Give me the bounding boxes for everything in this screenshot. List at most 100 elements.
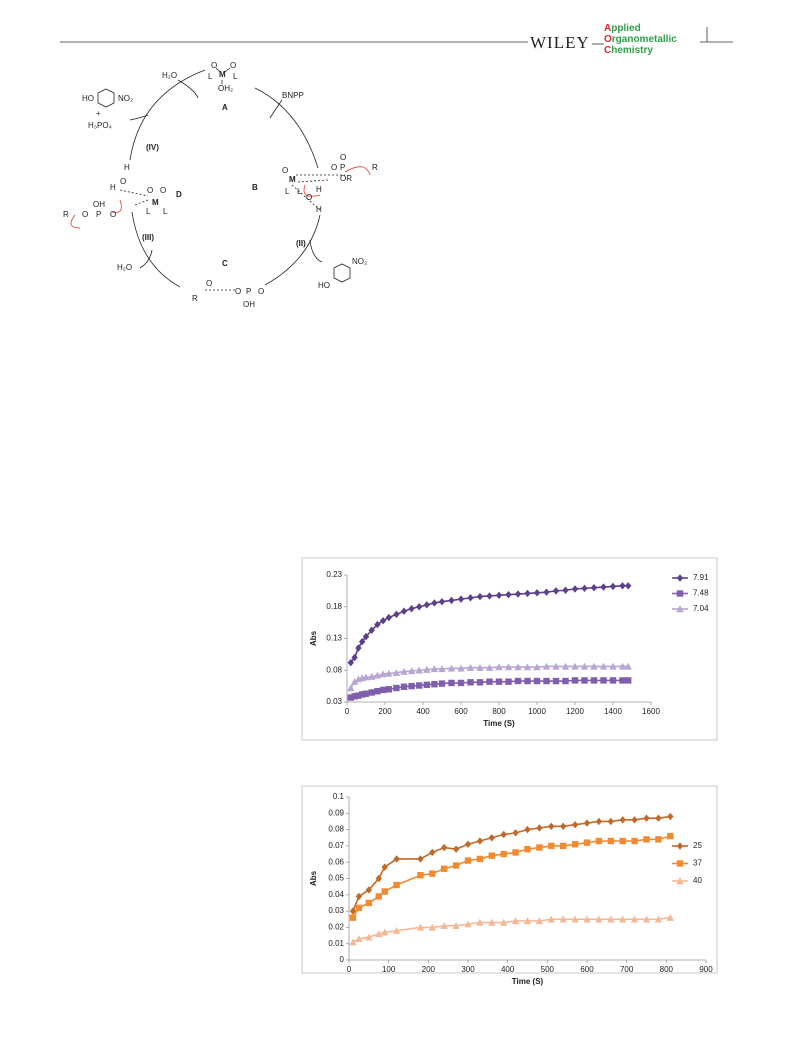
scheme-labels: H₂O BNPP A HO NO₂ + H₃PO₄ (IV) B (II) C … — [63, 61, 378, 309]
marker — [505, 678, 512, 685]
scheme-label: H₃PO₄ — [88, 121, 112, 130]
marker — [630, 915, 639, 923]
marker — [467, 594, 474, 602]
publisher: WILEY — [530, 33, 590, 52]
marker — [666, 913, 674, 921]
benzene-ring — [97, 88, 115, 108]
marker — [416, 682, 423, 689]
marker — [581, 584, 588, 593]
marker — [408, 604, 415, 613]
y-tick-label: 0.05 — [328, 874, 344, 883]
marker — [381, 863, 388, 871]
scheme-label: (II) — [296, 239, 306, 248]
marker — [618, 662, 627, 670]
marker — [676, 842, 684, 850]
scheme-label: NO₂ — [118, 94, 133, 103]
marker — [417, 872, 424, 879]
marker — [375, 930, 383, 938]
marker — [368, 672, 376, 680]
marker — [571, 585, 579, 593]
marker — [533, 663, 541, 671]
marker — [362, 690, 370, 697]
marker — [347, 658, 354, 667]
side-arrow — [269, 99, 283, 119]
marker — [571, 915, 579, 923]
marker — [505, 590, 512, 599]
y-tick-label: 0.03 — [328, 906, 344, 915]
marker — [392, 669, 401, 676]
marker — [488, 918, 496, 926]
marker — [430, 665, 439, 673]
atom: L — [297, 187, 302, 196]
marker — [667, 812, 674, 821]
marker — [631, 816, 638, 824]
marker — [599, 662, 608, 670]
electron-arrow — [303, 184, 321, 197]
marker — [595, 817, 603, 826]
marker — [485, 664, 494, 671]
side-arrow — [177, 79, 199, 99]
x-tick-label: 900 — [699, 965, 713, 974]
marker — [355, 644, 362, 652]
atom: P — [246, 287, 251, 296]
bond — [291, 174, 345, 211]
atom: M — [289, 175, 296, 184]
scheme-label: NO₂ — [352, 257, 367, 266]
marker — [350, 677, 359, 685]
marker — [488, 834, 495, 842]
marker — [560, 842, 567, 850]
marker — [452, 862, 460, 869]
marker — [381, 888, 388, 895]
atom: O — [206, 279, 212, 288]
atom: O — [235, 287, 241, 296]
marker — [428, 923, 436, 931]
marker — [631, 837, 638, 845]
atom: M — [152, 198, 159, 207]
y-tick-label: 0.07 — [328, 841, 344, 850]
x-tick-label: 400 — [501, 965, 515, 974]
atom: O — [306, 193, 312, 202]
marker — [552, 587, 560, 595]
chart-frame — [301, 557, 718, 741]
x-tick-label: 0 — [347, 965, 352, 974]
marker — [655, 814, 662, 822]
marker — [362, 632, 370, 641]
atom: H — [316, 185, 322, 194]
scheme-label: + — [96, 109, 101, 118]
side-arrow — [139, 249, 153, 269]
atom: O — [211, 61, 217, 70]
marker — [355, 904, 363, 912]
marker — [600, 583, 607, 591]
y-tick-label: 0.01 — [328, 939, 344, 948]
marker — [559, 915, 567, 923]
marker — [512, 829, 519, 837]
marker — [393, 684, 400, 692]
marker — [440, 922, 448, 929]
legend-label: 7.48 — [693, 589, 709, 598]
scheme-label: (III) — [142, 233, 154, 242]
scheme-label: BNPP — [282, 91, 304, 100]
marker — [676, 590, 684, 597]
atom: OH₂ — [218, 84, 233, 93]
benzene-ring — [333, 263, 351, 283]
marker — [365, 886, 373, 894]
marker — [512, 849, 519, 856]
scheme-label: (IV) — [146, 143, 159, 152]
marker — [523, 663, 532, 671]
marker — [642, 915, 651, 923]
marker — [500, 830, 507, 839]
marker — [385, 669, 393, 677]
scheme-label: C — [222, 259, 228, 268]
atom: H — [110, 183, 116, 192]
marker — [457, 679, 465, 687]
marker — [476, 592, 484, 601]
marker — [654, 915, 663, 923]
bond — [215, 67, 231, 84]
y-tick-label: 0.09 — [328, 808, 344, 817]
marker — [393, 855, 400, 863]
marker — [355, 692, 362, 699]
electron-arrow — [70, 214, 81, 229]
atom: O — [120, 177, 126, 186]
marker — [560, 822, 567, 831]
